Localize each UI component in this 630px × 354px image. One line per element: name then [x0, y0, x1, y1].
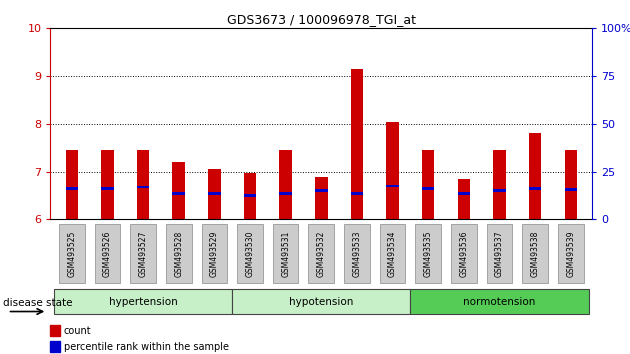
FancyBboxPatch shape	[415, 224, 441, 283]
Bar	[173, 162, 185, 219]
Text: hypertension: hypertension	[109, 297, 178, 307]
Text: percentile rank within the sample: percentile rank within the sample	[64, 342, 229, 352]
Bar	[386, 184, 399, 188]
Bar	[208, 192, 220, 195]
Title: GDS3673 / 100096978_TGI_at: GDS3673 / 100096978_TGI_at	[227, 13, 416, 26]
FancyBboxPatch shape	[166, 224, 192, 283]
Bar	[351, 69, 363, 219]
Text: GSM493528: GSM493528	[175, 231, 183, 277]
Bar	[208, 169, 220, 219]
Bar	[280, 150, 292, 219]
Text: count: count	[64, 326, 91, 336]
FancyBboxPatch shape	[273, 224, 299, 283]
FancyBboxPatch shape	[54, 289, 232, 314]
Bar	[280, 192, 292, 195]
Text: GSM493532: GSM493532	[317, 230, 326, 277]
Bar	[493, 150, 506, 219]
Bar	[66, 187, 78, 190]
Bar	[457, 179, 470, 219]
Text: GSM493533: GSM493533	[352, 230, 362, 277]
Bar	[137, 185, 149, 188]
FancyBboxPatch shape	[237, 224, 263, 283]
Bar	[173, 192, 185, 195]
Bar	[101, 187, 113, 190]
Text: GSM493537: GSM493537	[495, 230, 504, 277]
FancyBboxPatch shape	[522, 224, 548, 283]
Bar	[529, 133, 541, 219]
Bar	[564, 188, 577, 191]
FancyBboxPatch shape	[59, 224, 84, 283]
Bar	[493, 189, 506, 192]
FancyBboxPatch shape	[451, 224, 477, 283]
Bar	[101, 150, 113, 219]
Bar	[457, 192, 470, 195]
Bar	[66, 150, 78, 219]
Text: GSM493534: GSM493534	[388, 230, 397, 277]
Text: GSM493526: GSM493526	[103, 230, 112, 277]
FancyBboxPatch shape	[94, 224, 120, 283]
Bar	[315, 189, 328, 192]
Text: GSM493527: GSM493527	[139, 230, 147, 277]
Text: disease state: disease state	[3, 298, 72, 308]
Bar	[137, 150, 149, 219]
FancyBboxPatch shape	[232, 289, 410, 314]
Bar	[244, 194, 256, 197]
Text: GSM493538: GSM493538	[530, 230, 540, 277]
Text: GSM493539: GSM493539	[566, 230, 575, 277]
Bar	[50, 325, 60, 336]
Text: GSM493529: GSM493529	[210, 230, 219, 277]
Text: GSM493536: GSM493536	[459, 230, 468, 277]
Text: GSM493531: GSM493531	[281, 230, 290, 277]
Bar	[422, 187, 435, 190]
Text: GSM493525: GSM493525	[67, 230, 76, 277]
Bar	[244, 173, 256, 219]
Bar	[351, 192, 363, 195]
FancyBboxPatch shape	[309, 224, 334, 283]
FancyBboxPatch shape	[202, 224, 227, 283]
Bar	[386, 121, 399, 219]
FancyBboxPatch shape	[487, 224, 512, 283]
Bar	[422, 150, 435, 219]
FancyBboxPatch shape	[410, 289, 588, 314]
Bar	[315, 177, 328, 219]
FancyBboxPatch shape	[380, 224, 406, 283]
Text: GSM493530: GSM493530	[246, 230, 255, 277]
FancyBboxPatch shape	[130, 224, 156, 283]
Text: hypotension: hypotension	[289, 297, 353, 307]
Bar	[529, 187, 541, 190]
Bar	[50, 341, 60, 353]
Bar	[564, 150, 577, 219]
FancyBboxPatch shape	[558, 224, 583, 283]
Text: normotension: normotension	[463, 297, 536, 307]
FancyBboxPatch shape	[344, 224, 370, 283]
Text: GSM493535: GSM493535	[424, 230, 433, 277]
